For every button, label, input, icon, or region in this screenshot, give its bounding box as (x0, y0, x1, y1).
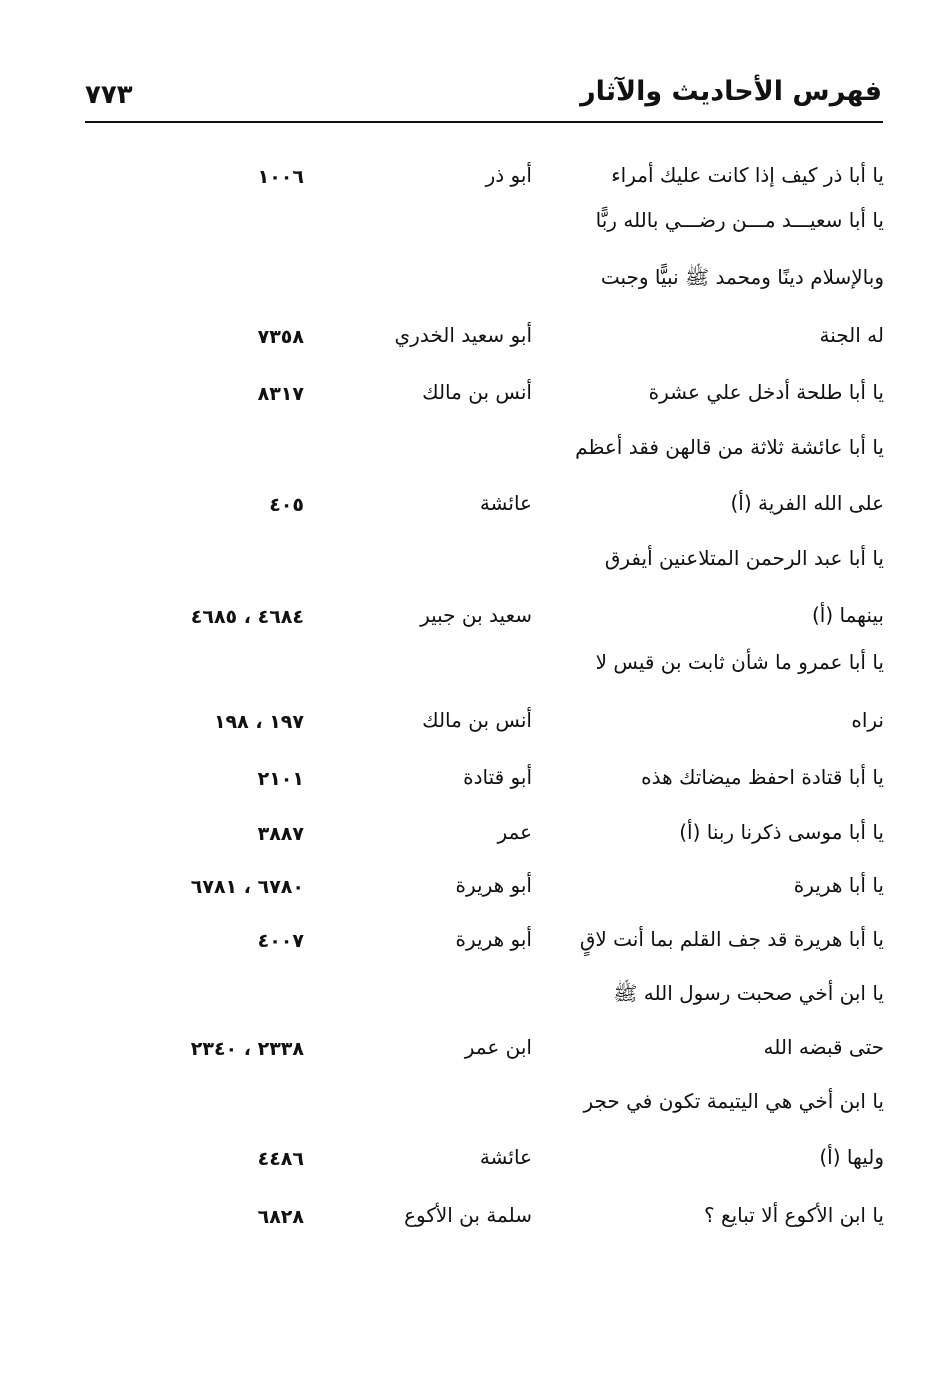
index-entry: يا أبا عائشة ثلاثة من قالهن فقد أعظم (0, 436, 932, 486)
hadith-text: يا أبا طلحة أدخل علي عشرة (648, 380, 884, 404)
narrator: عائشة (479, 491, 532, 515)
reference-numbers: ٤٦٨٤ ، ٤٦٨٥ (190, 606, 304, 628)
reference-numbers: ٤٠٠٧ (257, 930, 304, 952)
hadith-text: وبالإسلام دينًا ومحمد ﷺ نبيًّا وجبت (600, 265, 884, 289)
hadith-text: يا أبا هريرة (793, 873, 884, 897)
index-entry: يا ابن أخي صحبت رسول الله ﷺ (0, 982, 932, 1032)
index-entry: يا أبا هريرة قد جف القلم بما أنت لاقٍ أبو… (0, 928, 932, 978)
index-entry: يا أبا موسى ذكرنا ربنا (أ) عمر ٣٨٨٧ (0, 821, 932, 871)
reference-numbers: ٣٨٨٧ (257, 823, 304, 845)
reference-numbers: ٤٤٨٦ (257, 1148, 304, 1170)
reference-numbers: ١٠٠٦ (257, 166, 304, 188)
reference-numbers: ٧٣٥٨ (257, 326, 304, 348)
narrator: أبو ذر (485, 163, 532, 187)
hadith-text: يا أبا عمرو ما شأن ثابت بن قيس لا (595, 650, 884, 674)
index-entry: وليها (أ) عائشة ٤٤٨٦ (0, 1146, 932, 1196)
page-title: فهرس الأحاديث والآثار (580, 76, 882, 107)
narrator: أبو هريرة (455, 873, 532, 897)
reference-numbers: ٨٣١٧ (257, 383, 304, 405)
narrator: ابن عمر (464, 1035, 532, 1059)
index-entry: يا أبا هريرة أبو هريرة ٦٧٨٠ ، ٦٧٨١ (0, 874, 932, 924)
index-entry: له الجنة أبو سعيد الخدري ٧٣٥٨ (0, 324, 932, 374)
narrator: أبو سعيد الخدري (394, 323, 532, 347)
hadith-text: على الله الفرية (أ) (730, 491, 884, 515)
hadith-text: يا ابن الأكوع ألا تبايع ؟ (703, 1203, 884, 1227)
index-entry: يا أبا قتادة احفظ ميضاتك هذه أبو قتادة ٢١٠… (0, 766, 932, 816)
hadith-text: يا أبا عائشة ثلاثة من قالهن فقد أعظم (575, 435, 884, 459)
index-entry: حتى قبضه الله ابن عمر ٢٣٣٨ ، ٢٣٤٠ (0, 1036, 932, 1086)
reference-numbers: ٢١٠١ (257, 768, 304, 790)
hadith-text: يا أبا سعيـــد مـــن رضـــي بالله ربًّا (595, 208, 884, 232)
narrator: سلمة بن الأكوع (404, 1203, 532, 1227)
hadith-text: نراه (851, 708, 884, 732)
hadith-text: حتى قبضه الله (763, 1035, 884, 1059)
hadith-text: يا ابن أخي هي اليتيمة تكون في حجر (583, 1089, 884, 1113)
narrator: عمر (497, 820, 532, 844)
hadith-text: يا أبا ذر كيف إذا كانت عليك أمراء (611, 163, 884, 187)
index-entry: يا ابن الأكوع ألا تبايع ؟ سلمة بن الأكوع ٦… (0, 1204, 932, 1254)
index-entry: يا أبا عبد الرحمن المتلاعنين أيفرق (0, 547, 932, 597)
hadith-text: يا أبا موسى ذكرنا ربنا (أ) (679, 820, 884, 844)
hadith-text: وليها (أ) (819, 1145, 884, 1169)
narrator: أنس بن مالك (422, 708, 532, 732)
reference-numbers: ٢٣٣٨ ، ٢٣٤٠ (190, 1038, 304, 1060)
hadith-text: يا أبا هريرة قد جف القلم بما أنت لاقٍ (579, 927, 884, 951)
index-entry: يا أبا عمرو ما شأن ثابت بن قيس لا (0, 651, 932, 701)
reference-numbers: ٦٧٨٠ ، ٦٧٨١ (190, 876, 304, 898)
index-entry: نراه أنس بن مالك ١٩٧ ، ١٩٨ (0, 709, 932, 759)
hadith-text: له الجنة (819, 323, 885, 347)
narrator: أنس بن مالك (422, 380, 532, 404)
hadith-text: يا أبا قتادة احفظ ميضاتك هذه (641, 765, 884, 789)
reference-numbers: ٤٠٥ (269, 494, 304, 516)
narrator: أبو هريرة (455, 927, 532, 951)
hadith-text: يا ابن أخي صحبت رسول الله ﷺ (613, 981, 884, 1005)
index-entry: بينهما (أ) سعيد بن جبير ٤٦٨٤ ، ٤٦٨٥ (0, 604, 932, 654)
index-entry: وبالإسلام دينًا ومحمد ﷺ نبيًّا وجبت (0, 266, 932, 316)
reference-numbers: ١٩٧ ، ١٩٨ (213, 711, 304, 733)
index-entry: يا ابن أخي هي اليتيمة تكون في حجر (0, 1090, 932, 1140)
index-entry: يا أبا سعيـــد مـــن رضـــي بالله ربًّا (0, 209, 932, 259)
hadith-text: بينهما (أ) (811, 603, 884, 627)
narrator: أبو قتادة (463, 765, 532, 789)
index-entry: يا أبا طلحة أدخل علي عشرة أنس بن مالك ٨٣١٧ (0, 381, 932, 431)
index-entry: على الله الفرية (أ) عائشة ٤٠٥ (0, 492, 932, 542)
page-number: ٧٧٣ (85, 80, 133, 110)
narrator: عائشة (479, 1145, 532, 1169)
narrator: سعيد بن جبير (420, 603, 532, 627)
reference-numbers: ٦٨٢٨ (257, 1206, 304, 1228)
header-rule (85, 121, 883, 123)
hadith-text: يا أبا عبد الرحمن المتلاعنين أيفرق (604, 546, 884, 570)
index-entry: يا أبا ذر كيف إذا كانت عليك أمراء أبو ذر ١… (0, 164, 932, 214)
